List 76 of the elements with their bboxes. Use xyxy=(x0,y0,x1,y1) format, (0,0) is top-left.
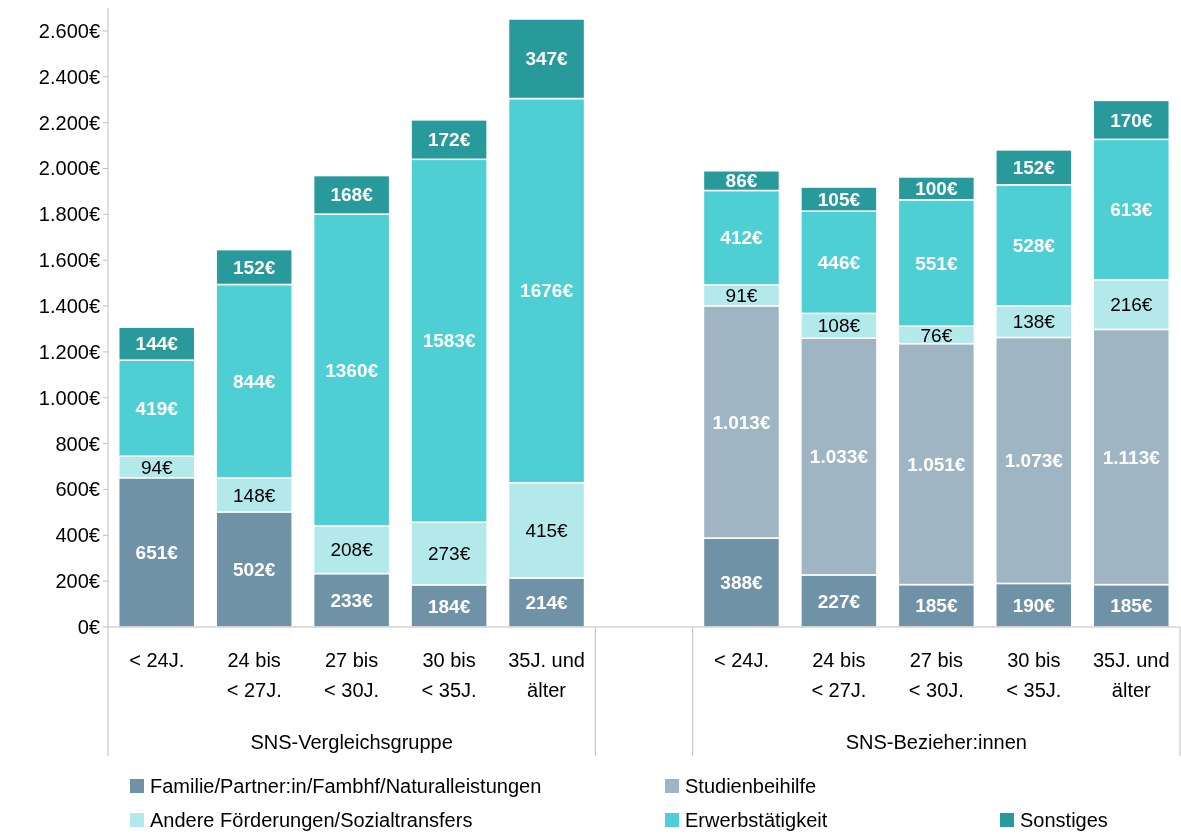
x-tick-label: 24 bis < 27J. xyxy=(811,649,867,701)
y-tick-label: 400€ xyxy=(55,524,100,547)
y-tick-label: 200€ xyxy=(55,570,100,593)
data-label: 152€ xyxy=(1012,156,1056,178)
text: SNS-Vergleichsgruppe xyxy=(250,731,453,753)
y-tick-label: 2.400€ xyxy=(38,65,100,88)
data-label: 273€ xyxy=(427,543,471,565)
data-label: 91€ xyxy=(725,285,758,307)
data-label: 551€ xyxy=(915,252,958,274)
data-label: 138€ xyxy=(1012,311,1056,333)
x-tick-label: 35J. und älter xyxy=(508,649,585,701)
data-label: 227€ xyxy=(817,590,861,612)
data-label: 347€ xyxy=(525,48,569,70)
data-label: 1.051€ xyxy=(907,453,966,475)
data-label: 412€ xyxy=(720,227,764,249)
data-label: 1.113€ xyxy=(1102,446,1161,468)
x-tick-label: < 24J. xyxy=(713,649,769,671)
y-tick-label: 600€ xyxy=(55,478,100,501)
data-label: 190€ xyxy=(1012,594,1056,616)
legend-label: Sonstiges xyxy=(1020,809,1108,831)
data-label: 216€ xyxy=(1110,294,1153,316)
data-label: 446€ xyxy=(817,251,861,273)
data-label: 184€ xyxy=(427,595,471,617)
data-label: 1360€ xyxy=(325,359,379,381)
y-tick-label: 800€ xyxy=(55,432,100,455)
data-label: 528€ xyxy=(1012,234,1056,256)
data-label: 148€ xyxy=(233,484,276,506)
data-label: 94€ xyxy=(140,456,174,478)
data-label: 144€ xyxy=(135,333,179,355)
data-label: 844€ xyxy=(233,370,276,392)
data-label: 1.013€ xyxy=(712,411,771,433)
data-label: 502€ xyxy=(233,559,276,581)
data-label: 1676€ xyxy=(520,280,574,302)
y-tick-label: 2.000€ xyxy=(38,157,100,180)
x-tick-label: 27 bis < 30J. xyxy=(908,649,964,701)
data-label: 214€ xyxy=(525,592,569,614)
y-tick-label: 1.200€ xyxy=(38,340,100,363)
x-tick-label: 35J. und älter xyxy=(1092,649,1170,701)
legend-label: Erwerbstätigkeit xyxy=(685,809,828,831)
data-label: 185€ xyxy=(1110,595,1153,617)
data-label: 105€ xyxy=(817,188,861,210)
data-label: 388€ xyxy=(720,572,764,594)
data-label: 419€ xyxy=(135,397,179,419)
y-tick-label: 2.200€ xyxy=(38,111,100,134)
legend-label: Andere Förderungen/Sozialtransfers xyxy=(150,809,473,831)
data-label: 1.073€ xyxy=(1004,450,1064,472)
data-label: 100€ xyxy=(915,178,958,200)
data-label: 108€ xyxy=(817,315,861,337)
data-label: 1.033€ xyxy=(809,446,869,468)
data-label: 208€ xyxy=(330,539,374,561)
y-tick-label: 1.600€ xyxy=(38,249,100,272)
data-label: 233€ xyxy=(330,589,374,611)
x-tick-label: 30 bis < 35J. xyxy=(421,649,477,701)
data-label: 76€ xyxy=(920,324,953,346)
x-tick-label: < 24J. xyxy=(129,649,185,671)
data-label: 185€ xyxy=(915,595,958,617)
x-tick-label: 27 bis < 30J. xyxy=(324,649,380,701)
x-tick-label: 24 bis < 27J. xyxy=(226,649,282,701)
legend-label: Studienbeihilfe xyxy=(685,775,817,797)
data-label: 172€ xyxy=(427,129,471,151)
data-label: 170€ xyxy=(1110,109,1153,131)
data-label: 415€ xyxy=(525,520,569,542)
legend-label: Familie/Partner:in/Fambhf/Naturalleistungen xyxy=(150,775,542,797)
data-label: 1583€ xyxy=(422,330,476,352)
data-label: 613€ xyxy=(1110,199,1153,221)
y-tick-label: 1.800€ xyxy=(38,203,100,226)
data-label: 152€ xyxy=(233,256,276,278)
y-tick-label: 1.400€ xyxy=(38,295,100,318)
x-tick-label: 30 bis < 35J. xyxy=(1006,649,1062,701)
y-tick-label: 1.000€ xyxy=(38,386,100,409)
data-label: 168€ xyxy=(330,184,374,206)
y-tick-label: 0€ xyxy=(77,616,100,638)
y-tick-label: 2.600€ xyxy=(38,19,100,42)
data-label: 651€ xyxy=(135,542,179,564)
data-label: 86€ xyxy=(725,170,758,192)
text: SNS-Bezieher:innen xyxy=(845,731,1027,753)
